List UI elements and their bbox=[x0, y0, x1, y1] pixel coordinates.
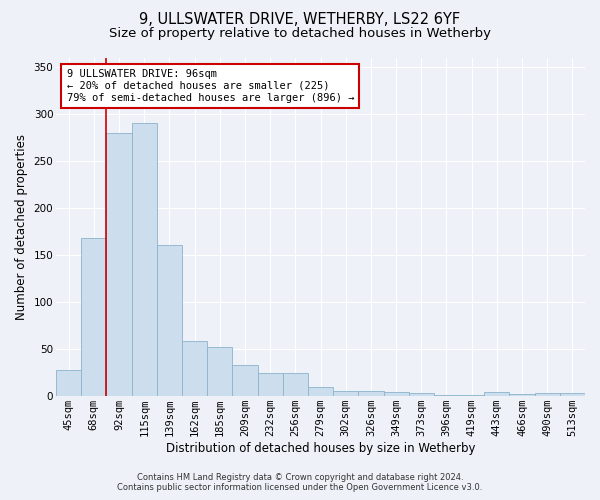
Bar bbox=[333, 390, 358, 396]
Bar bbox=[535, 394, 560, 396]
Bar bbox=[560, 394, 585, 396]
Text: Size of property relative to detached houses in Wetherby: Size of property relative to detached ho… bbox=[109, 28, 491, 40]
Bar bbox=[257, 372, 283, 396]
Bar bbox=[434, 395, 459, 396]
Bar bbox=[232, 365, 257, 396]
Bar bbox=[56, 370, 81, 396]
Text: Contains HM Land Registry data © Crown copyright and database right 2024.
Contai: Contains HM Land Registry data © Crown c… bbox=[118, 473, 482, 492]
Bar bbox=[131, 124, 157, 396]
Text: 9 ULLSWATER DRIVE: 96sqm
← 20% of detached houses are smaller (225)
79% of semi-: 9 ULLSWATER DRIVE: 96sqm ← 20% of detach… bbox=[67, 70, 354, 102]
Bar bbox=[283, 372, 308, 396]
Bar bbox=[308, 387, 333, 396]
Bar bbox=[182, 340, 207, 396]
Bar bbox=[484, 392, 509, 396]
Y-axis label: Number of detached properties: Number of detached properties bbox=[15, 134, 28, 320]
Bar bbox=[459, 395, 484, 396]
Bar bbox=[383, 392, 409, 396]
Bar bbox=[81, 238, 106, 396]
Bar bbox=[509, 394, 535, 396]
X-axis label: Distribution of detached houses by size in Wetherby: Distribution of detached houses by size … bbox=[166, 442, 475, 455]
Bar bbox=[106, 133, 131, 396]
Bar bbox=[358, 392, 383, 396]
Bar bbox=[157, 244, 182, 396]
Bar bbox=[409, 394, 434, 396]
Text: 9, ULLSWATER DRIVE, WETHERBY, LS22 6YF: 9, ULLSWATER DRIVE, WETHERBY, LS22 6YF bbox=[139, 12, 461, 28]
Bar bbox=[207, 347, 232, 396]
